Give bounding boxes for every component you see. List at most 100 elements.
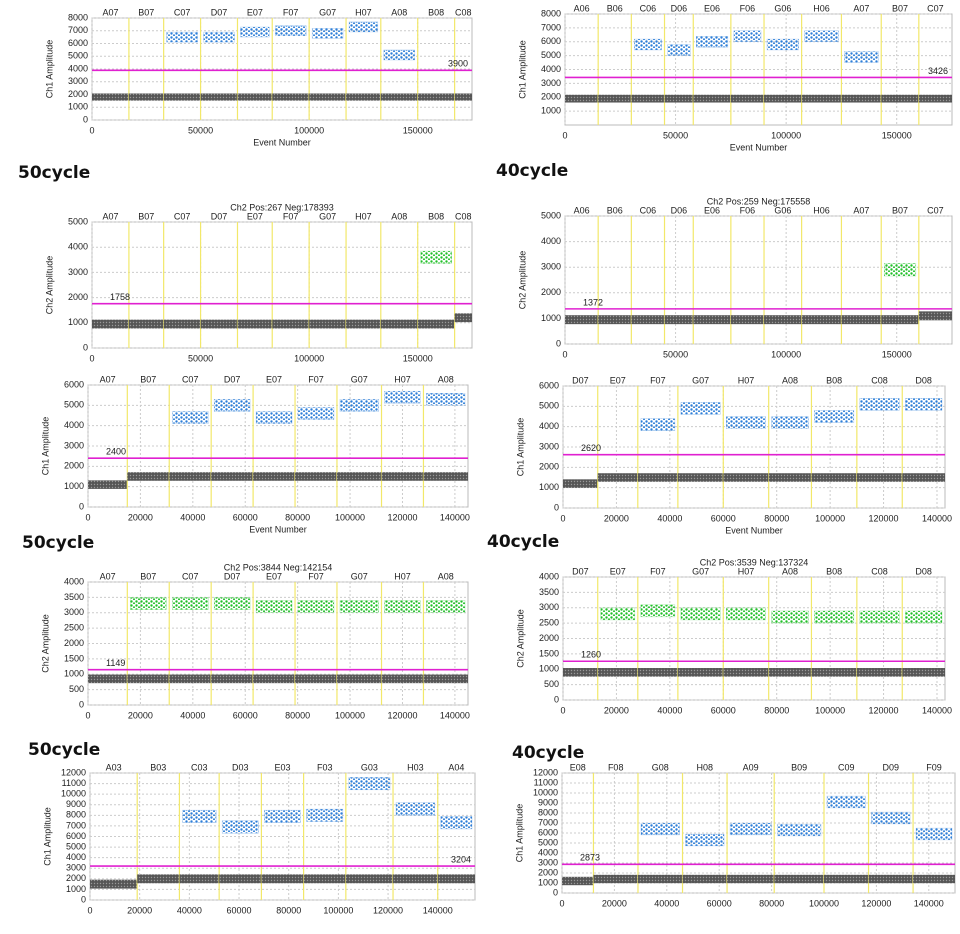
positive-cluster xyxy=(766,38,799,51)
well-label: G03 xyxy=(361,762,378,772)
negative-cluster xyxy=(253,674,296,684)
negative-cluster xyxy=(90,879,138,889)
negative-cluster xyxy=(346,319,381,329)
y-tick-label: 8000 xyxy=(541,8,561,18)
x-tick-label: 100000 xyxy=(815,705,845,715)
well-label: F08 xyxy=(608,762,624,772)
positive-cluster xyxy=(680,402,721,415)
well-label: E06 xyxy=(704,3,720,13)
x-tick-label: 0 xyxy=(560,513,565,523)
x-tick-label: 100000 xyxy=(771,349,801,359)
well-label: H03 xyxy=(407,762,424,772)
well-label: F07 xyxy=(283,211,299,221)
well-label: H07 xyxy=(394,571,411,581)
negative-cluster xyxy=(902,668,945,677)
well-label: B08 xyxy=(826,375,842,385)
x-tick-label: 80000 xyxy=(285,512,310,522)
well-label: C07 xyxy=(927,3,944,13)
negative-cluster xyxy=(677,473,724,482)
y-tick-label: 5000 xyxy=(66,841,86,851)
positive-cluster xyxy=(171,411,209,424)
positive-cluster xyxy=(182,809,217,823)
chart-title: Ch2 Pos:3539 Neg:137324 xyxy=(700,557,809,567)
y-tick-label: 3500 xyxy=(539,587,559,597)
negative-cluster xyxy=(211,674,254,684)
y-axis-label: Ch1 Amplitude xyxy=(42,807,52,866)
positive-cluster xyxy=(426,600,466,613)
x-tick-label: 20000 xyxy=(128,710,153,720)
well-label: C06 xyxy=(640,205,657,215)
positive-cluster xyxy=(306,808,344,822)
negative-cluster xyxy=(723,473,769,482)
negative-cluster xyxy=(727,874,775,884)
negative-cluster xyxy=(730,94,765,103)
positive-cluster xyxy=(814,610,855,624)
well-label: E06 xyxy=(704,205,720,215)
cycle-label: 40cycle xyxy=(487,532,560,552)
negative-cluster xyxy=(137,874,180,884)
negative-cluster xyxy=(598,94,632,103)
negative-cluster xyxy=(380,319,418,329)
positive-cluster xyxy=(255,411,293,424)
y-tick-label: 2000 xyxy=(64,638,84,648)
well-label: C07 xyxy=(927,205,944,215)
x-axis-label: Event Number xyxy=(253,137,311,147)
y-axis-label: Ch1 Amplitude xyxy=(517,40,527,99)
threshold-label: 1149 xyxy=(106,658,125,668)
positive-cluster xyxy=(915,827,953,841)
x-tick-label: 100000 xyxy=(809,898,839,908)
negative-cluster xyxy=(88,480,128,489)
y-tick-label: 7000 xyxy=(541,22,561,32)
positive-cluster xyxy=(771,416,809,429)
well-label: C06 xyxy=(640,3,657,13)
y-axis-label: Ch2 Amplitude xyxy=(515,609,525,668)
well-label: D07 xyxy=(224,571,241,581)
x-tick-label: 0 xyxy=(87,905,92,915)
positive-cluster xyxy=(339,600,379,613)
positive-cluster xyxy=(348,777,391,791)
x-tick-label: 20000 xyxy=(604,705,629,715)
y-axis-label: Ch2 Amplitude xyxy=(44,256,54,315)
y-tick-label: 3000 xyxy=(539,441,559,451)
negative-cluster xyxy=(881,94,919,103)
y-tick-label: 8000 xyxy=(68,12,88,22)
y-tick-label: 500 xyxy=(544,679,559,689)
x-tick-label: 60000 xyxy=(711,705,736,715)
y-tick-label: 1000 xyxy=(539,664,559,674)
positive-cluster xyxy=(384,600,421,613)
well-label: A08 xyxy=(438,571,454,581)
well-label: C08 xyxy=(455,211,472,221)
negative-cluster xyxy=(454,313,472,323)
negative-cluster xyxy=(336,674,382,684)
y-tick-label: 6000 xyxy=(538,827,558,837)
x-tick-label: 100000 xyxy=(771,130,801,140)
negative-cluster xyxy=(730,315,765,325)
negative-cluster xyxy=(664,315,694,325)
positive-cluster xyxy=(255,600,293,613)
negative-cluster xyxy=(824,874,869,884)
y-tick-label: 3000 xyxy=(538,857,558,867)
y-tick-label: 5000 xyxy=(541,210,561,220)
well-label: F07 xyxy=(283,7,299,17)
y-tick-label: 1500 xyxy=(64,653,84,663)
x-tick-label: 150000 xyxy=(882,349,912,359)
negative-cluster xyxy=(163,93,201,101)
y-tick-label: 4000 xyxy=(64,420,84,430)
well-label: F07 xyxy=(650,375,666,385)
chart-title: Ch2 Pos:259 Neg:175558 xyxy=(707,196,811,206)
negative-cluster xyxy=(261,874,304,884)
positive-cluster xyxy=(264,809,301,823)
negative-cluster xyxy=(346,93,381,101)
well-label: B06 xyxy=(607,3,623,13)
negative-cluster xyxy=(593,874,638,884)
x-tick-label: 60000 xyxy=(233,710,258,720)
y-tick-label: 9000 xyxy=(66,799,86,809)
x-tick-label: 80000 xyxy=(285,710,310,720)
x-tick-label: 120000 xyxy=(387,512,417,522)
well-label: D08 xyxy=(915,375,932,385)
positive-cluster xyxy=(348,21,379,33)
y-tick-label: 5000 xyxy=(64,400,84,410)
x-tick-label: 140000 xyxy=(922,705,952,715)
y-tick-label: 10000 xyxy=(533,787,558,797)
negative-cluster xyxy=(423,472,468,481)
